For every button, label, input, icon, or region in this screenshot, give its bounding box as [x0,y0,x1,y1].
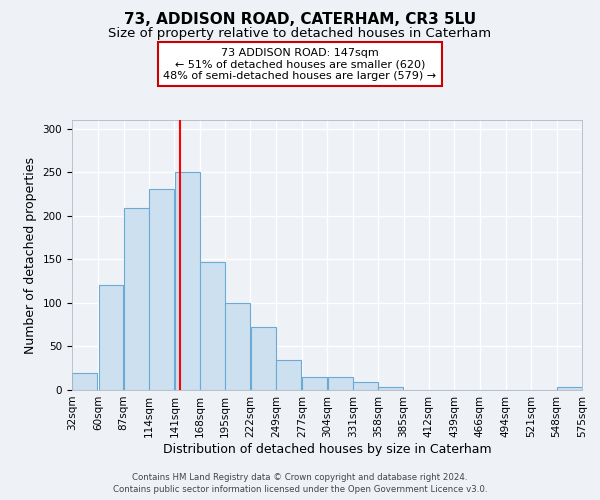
Text: Contains HM Land Registry data © Crown copyright and database right 2024.: Contains HM Land Registry data © Crown c… [132,473,468,482]
Bar [72,372,97,390]
Bar [124,208,149,390]
Bar [328,377,353,390]
Text: 73 ADDISON ROAD: 147sqm
← 51% of detached houses are smaller (620)
48% of semi-d: 73 ADDISON ROAD: 147sqm ← 51% of detache… [163,48,437,80]
Bar [353,382,378,390]
Bar [276,360,301,390]
Y-axis label: Number of detached properties: Number of detached properties [24,156,37,354]
Bar [379,386,403,390]
Bar [149,189,174,390]
Bar [175,172,199,390]
Bar [557,388,582,390]
Text: Contains public sector information licensed under the Open Government Licence v3: Contains public sector information licen… [113,486,487,494]
Bar [251,328,275,390]
Bar [200,262,225,390]
X-axis label: Distribution of detached houses by size in Caterham: Distribution of detached houses by size … [163,442,491,456]
Bar [302,377,327,390]
Bar [226,303,250,390]
Text: 73, ADDISON ROAD, CATERHAM, CR3 5LU: 73, ADDISON ROAD, CATERHAM, CR3 5LU [124,12,476,28]
Text: Size of property relative to detached houses in Caterham: Size of property relative to detached ho… [109,28,491,40]
Bar [98,286,124,390]
